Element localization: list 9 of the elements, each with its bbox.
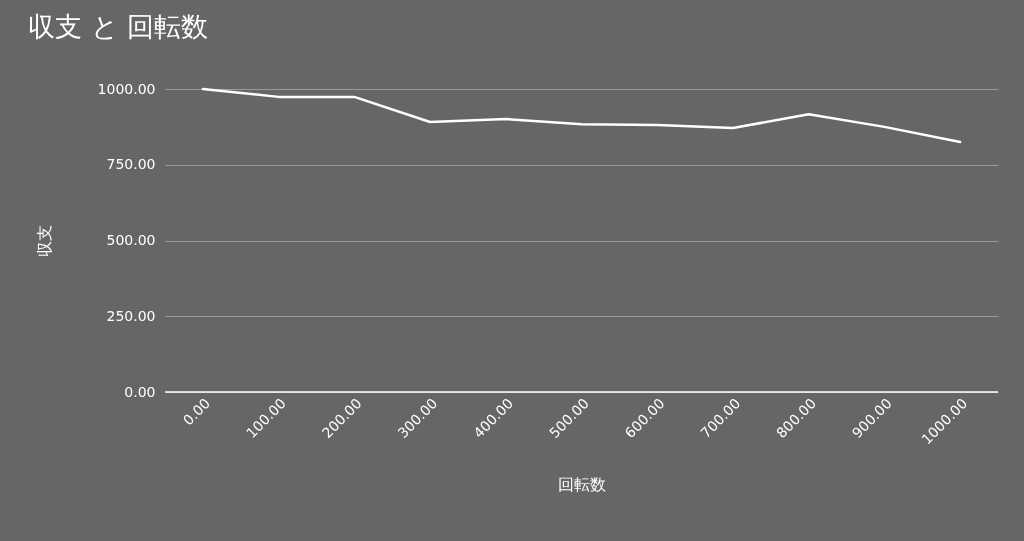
y-tick-label: 250.00 [106,307,156,324]
y-tick-label: 500.00 [106,232,156,248]
line-series [201,87,962,144]
y-axis-title: 収支 [34,225,54,257]
x-axis-title: 回転数 [558,475,606,495]
y-tick-label: 0.00 [124,383,156,400]
y-tick-label: 1000.00 [97,80,156,97]
chart-title: 収支 と 回転数 [28,11,209,42]
y-tick-label: 750.00 [106,156,156,173]
